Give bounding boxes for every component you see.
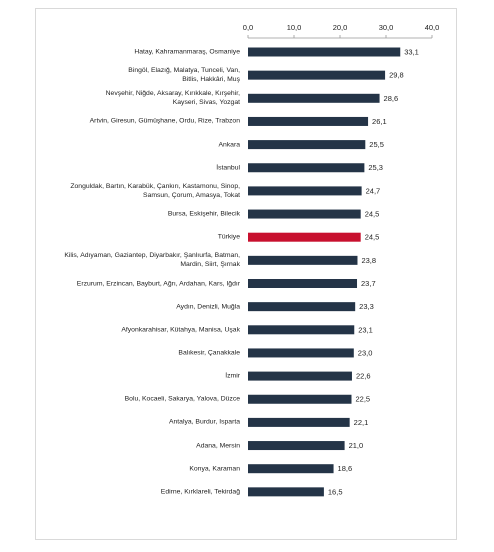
category-label: İzmir — [225, 372, 240, 380]
category-label: Hatay, Kahramanmaraş, Osmaniye — [134, 48, 240, 56]
category-label: Ankara — [218, 141, 240, 149]
bar — [248, 394, 352, 404]
bar — [248, 163, 365, 173]
bar — [248, 441, 345, 451]
category-label: Türkiye — [217, 233, 240, 241]
bar — [248, 487, 324, 497]
category-label: Konya, Karaman — [189, 465, 240, 473]
bar — [248, 464, 334, 474]
value-label: 16,5 — [328, 487, 343, 496]
bar — [248, 232, 361, 242]
x-tick-label: 40,0 — [425, 23, 440, 32]
category-label: Aydın, Denizli, Muğla — [176, 303, 240, 311]
bar — [248, 302, 356, 312]
bar — [248, 140, 366, 150]
bar — [248, 70, 386, 80]
value-label: 24,5 — [365, 233, 380, 242]
category-label: Edirne, Kırklareli, Tekirdağ — [160, 488, 240, 496]
value-label: 23,0 — [358, 348, 373, 357]
value-label: 28,6 — [384, 94, 399, 103]
chart-frame — [35, 8, 457, 540]
bar — [248, 371, 352, 381]
bar — [248, 279, 358, 288]
value-label: 24,5 — [365, 210, 380, 219]
bar — [248, 348, 354, 358]
category-label: Zonguldak, Bartın, Karabük, Çankırı, Kas… — [70, 182, 240, 199]
bar — [248, 186, 362, 196]
value-label: 23,1 — [358, 325, 373, 334]
x-tick-label: 0,0 — [243, 23, 253, 32]
bar — [248, 209, 361, 219]
category-label: Afyonkarahisar, Kütahya, Manisa, Uşak — [121, 326, 240, 334]
bar — [248, 47, 401, 57]
value-label: 23,3 — [359, 302, 374, 311]
category-label: Balıkesir, Çanakkale — [178, 349, 240, 357]
category-label: Nevşehir, Niğde, Aksaray, Kırıkkale, Kır… — [105, 90, 240, 107]
value-label: 24,7 — [366, 186, 381, 195]
value-label: 18,6 — [338, 464, 353, 473]
value-label: 29,8 — [389, 71, 404, 80]
category-label: Antalya, Burdur, Isparta — [168, 418, 240, 426]
bar — [248, 255, 358, 265]
category-label: Bingöl, Elazığ, Malatya, Tunceli, Van, B… — [128, 67, 240, 84]
category-label: Kilis, Adıyaman, Gaziantep, Diyarbakır, … — [64, 252, 240, 269]
category-label: Bolu, Kocaeli, Sakarya, Yalova, Düzce — [124, 395, 240, 403]
bar — [248, 116, 369, 126]
value-label: 23,8 — [361, 256, 376, 265]
value-label: 23,7 — [361, 279, 376, 288]
value-label: 33,1 — [404, 47, 419, 56]
value-label: 26,1 — [372, 117, 387, 126]
value-label: 22,5 — [356, 395, 371, 404]
x-tick-label: 30,0 — [379, 23, 394, 32]
category-label: Erzurum, Erzincan, Bayburt, Ağrı, Ardaha… — [76, 280, 240, 287]
value-label: 25,5 — [369, 140, 384, 149]
category-label: Artvin, Giresun, Gümüşhane, Ordu, Rize, … — [89, 117, 240, 125]
value-label: 21,0 — [349, 441, 364, 450]
bar — [248, 325, 355, 335]
category-label: Bursa, Eskişehir, Bilecik — [167, 210, 240, 218]
value-label: 25,3 — [368, 163, 383, 172]
value-label: 22,6 — [356, 372, 371, 381]
x-tick-label: 20,0 — [333, 23, 348, 32]
value-label: 22,1 — [354, 418, 369, 427]
x-tick-label: 10,0 — [287, 23, 302, 32]
category-label: Adana, Mersin — [196, 442, 240, 450]
bar — [248, 93, 380, 103]
bar — [248, 417, 350, 427]
category-label: İstanbul — [216, 164, 240, 172]
